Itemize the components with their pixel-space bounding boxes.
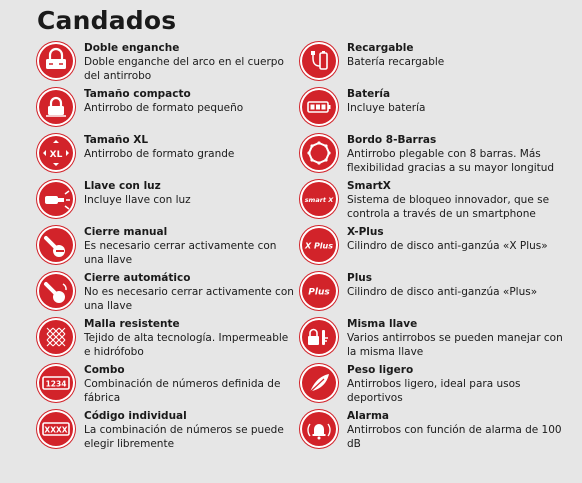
- feature-description: Es necesario cerrar activamente con una …: [84, 240, 277, 266]
- feature-name: Combo: [84, 364, 125, 376]
- feature-description: Batería recargable: [347, 56, 445, 68]
- x-plus-icon: X Plus: [300, 226, 338, 264]
- battery-icon: [300, 88, 338, 126]
- rechargeable-icon: [300, 42, 338, 80]
- x-plus-icon-label: X Plus: [304, 242, 333, 251]
- feature-description: Tejido de alta tecnología. Impermeable e…: [84, 332, 289, 358]
- feature-description: Sistema de bloqueo innovador, que se con…: [347, 194, 550, 220]
- feature-description: Varios antirrobos se pueden manejar con …: [347, 332, 563, 358]
- feature-name: Alarma: [347, 410, 390, 422]
- smartx-icon-label: smart X: [305, 196, 335, 204]
- feature-description: Antirrobos con función de alarma de 100 …: [347, 424, 562, 450]
- individual-code-icon: XXXX: [37, 410, 75, 448]
- double-lock-icon: [37, 42, 75, 80]
- plus-icon-label: Plus: [308, 288, 330, 298]
- combo-icon: 1234: [37, 364, 75, 402]
- feature-description: La combinación de números se puede elegi…: [84, 424, 284, 450]
- manual-close-icon: [37, 226, 75, 264]
- code-icon-digits: XXXX: [44, 426, 67, 435]
- feature-description: Antirrobo de formato pequeño: [84, 102, 244, 114]
- xl-size-icon: XL: [37, 134, 75, 172]
- feature-description: Antirrobo de formato grande: [84, 148, 235, 160]
- feature-name: Código individual: [84, 410, 187, 422]
- feature-name: Tamaño compacto: [84, 88, 191, 100]
- feature-name: Bordo 8-Barras: [347, 134, 437, 146]
- feature-name: Cierre automático: [84, 272, 191, 284]
- feature-name: X-Plus: [347, 226, 384, 238]
- feature-description: Antirrobo plegable con 8 barras. Más fle…: [347, 148, 555, 174]
- alarm-icon: [300, 410, 338, 448]
- feature-name: Cierre manual: [84, 226, 168, 238]
- plus-icon: Plus: [300, 272, 338, 310]
- same-key-icon: [300, 318, 338, 356]
- auto-close-icon: [37, 272, 75, 310]
- feature-name: Malla resistente: [84, 318, 180, 330]
- compact-lock-icon: [37, 88, 75, 126]
- feature-description: No es necesario cerrar activamente con u…: [84, 286, 294, 312]
- mesh-icon: [37, 318, 75, 356]
- feature-description: Cilindro de disco anti-ganzúa «X Plus»: [347, 240, 548, 252]
- feature-name: SmartX: [347, 180, 391, 192]
- feature-name: Batería: [347, 88, 391, 100]
- page-title: Candados: [37, 6, 177, 35]
- feather-icon: [300, 364, 338, 402]
- combo-icon-digits: 1234: [46, 380, 67, 389]
- xl-icon-label: XL: [50, 150, 63, 160]
- feature-name: Peso ligero: [347, 364, 414, 376]
- smartx-icon: smart X: [300, 180, 338, 218]
- feature-description: Antirrobos ligero, ideal para usos depor…: [347, 378, 521, 404]
- feature-name: Tamaño XL: [84, 134, 149, 146]
- feature-name: Recargable: [347, 42, 414, 54]
- feature-name: Llave con luz: [84, 180, 161, 192]
- feature-description: Combinación de números definida de fábri…: [84, 378, 281, 404]
- folding-lock-icon: [300, 134, 338, 172]
- feature-name: Plus: [347, 272, 373, 284]
- feature-description: Cilindro de disco anti-ganzúa «Plus»: [347, 286, 538, 298]
- feature-name: Misma llave: [347, 318, 418, 330]
- feature-description: Incluye batería: [347, 102, 426, 114]
- feature-name: Doble enganche: [84, 42, 180, 54]
- feature-description: Incluye llave con luz: [84, 194, 191, 206]
- key-light-icon: [37, 180, 75, 218]
- feature-description: Doble enganche del arco en el cuerpo del…: [84, 56, 284, 82]
